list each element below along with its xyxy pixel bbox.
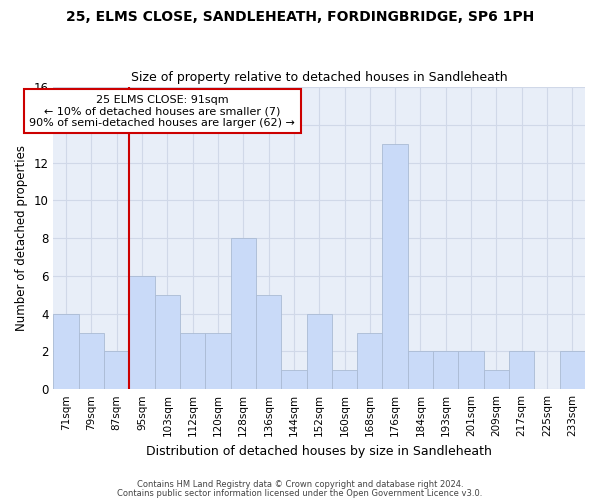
Bar	[484, 370, 509, 389]
Text: Contains public sector information licensed under the Open Government Licence v3: Contains public sector information licen…	[118, 488, 482, 498]
Text: Contains HM Land Registry data © Crown copyright and database right 2024.: Contains HM Land Registry data © Crown c…	[137, 480, 463, 489]
Bar	[205, 332, 230, 389]
Bar	[256, 295, 281, 389]
Bar	[130, 276, 155, 389]
Bar	[307, 314, 332, 389]
Bar	[509, 352, 535, 389]
X-axis label: Distribution of detached houses by size in Sandleheath: Distribution of detached houses by size …	[146, 444, 492, 458]
Bar	[155, 295, 180, 389]
Bar	[408, 352, 433, 389]
Bar	[382, 144, 408, 389]
Bar	[357, 332, 382, 389]
Bar	[79, 332, 104, 389]
Bar	[560, 352, 585, 389]
Bar	[332, 370, 357, 389]
Title: Size of property relative to detached houses in Sandleheath: Size of property relative to detached ho…	[131, 72, 508, 85]
Text: 25 ELMS CLOSE: 91sqm
← 10% of detached houses are smaller (7)
90% of semi-detach: 25 ELMS CLOSE: 91sqm ← 10% of detached h…	[29, 94, 295, 128]
Bar	[458, 352, 484, 389]
Bar	[433, 352, 458, 389]
Bar	[230, 238, 256, 389]
Y-axis label: Number of detached properties: Number of detached properties	[15, 145, 28, 331]
Bar	[53, 314, 79, 389]
Text: 25, ELMS CLOSE, SANDLEHEATH, FORDINGBRIDGE, SP6 1PH: 25, ELMS CLOSE, SANDLEHEATH, FORDINGBRID…	[66, 10, 534, 24]
Bar	[281, 370, 307, 389]
Bar	[104, 352, 130, 389]
Bar	[180, 332, 205, 389]
